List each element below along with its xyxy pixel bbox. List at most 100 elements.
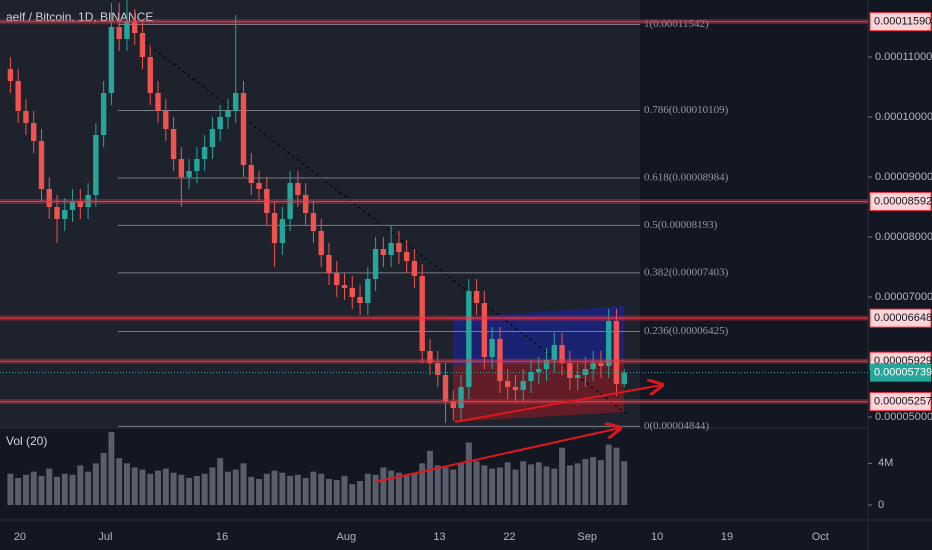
volume-bar bbox=[349, 484, 356, 505]
volume-bar bbox=[473, 461, 480, 505]
last-price-label: 0.00005739 bbox=[874, 367, 932, 379]
volume-bar bbox=[419, 463, 426, 505]
volume-bar bbox=[605, 444, 612, 505]
candle-body bbox=[326, 255, 332, 273]
candle-body bbox=[349, 288, 355, 297]
candle-body bbox=[147, 57, 153, 93]
candle-body bbox=[590, 363, 596, 369]
volume-bar bbox=[77, 465, 84, 505]
y-tick-label: 0.00008000 bbox=[875, 231, 932, 243]
volume-bar bbox=[411, 473, 418, 505]
candle-body bbox=[15, 81, 21, 111]
candle-body bbox=[528, 372, 534, 381]
candle-body bbox=[473, 291, 480, 303]
volume-bar bbox=[147, 473, 154, 505]
volume-bar bbox=[333, 480, 340, 505]
volume-bar bbox=[240, 463, 247, 505]
volume-bar bbox=[186, 477, 193, 505]
volume-bar bbox=[465, 442, 472, 505]
candle-body bbox=[582, 369, 589, 375]
volume-tick-label: 0 bbox=[878, 499, 884, 511]
arrow bbox=[374, 428, 620, 483]
candle-body bbox=[46, 189, 52, 207]
candle-body bbox=[31, 123, 37, 141]
volume-bar bbox=[139, 469, 146, 505]
candle-body bbox=[551, 345, 557, 360]
candle-body bbox=[233, 93, 239, 111]
y-tick-label: 0.00009000 bbox=[875, 171, 932, 183]
volume-label: Vol (20) bbox=[6, 434, 47, 448]
blue-zone bbox=[453, 306, 624, 365]
candle-body bbox=[504, 381, 511, 387]
y-tick-label: 0.00010000 bbox=[875, 111, 932, 123]
volume-bar bbox=[388, 470, 395, 505]
x-tick-label: 10 bbox=[651, 531, 663, 543]
candle-body bbox=[279, 219, 286, 243]
fib-label: 0(0.00004844) bbox=[644, 420, 709, 432]
volume-bar bbox=[543, 466, 550, 505]
volume-bar bbox=[597, 460, 604, 505]
candle-body bbox=[7, 69, 14, 81]
volume-bar bbox=[582, 459, 589, 505]
volume-bar bbox=[520, 461, 527, 505]
price-label-box bbox=[869, 392, 932, 412]
candle-body bbox=[77, 201, 84, 207]
candle-body bbox=[23, 111, 29, 123]
candle-body bbox=[497, 339, 503, 381]
volume-bar bbox=[85, 471, 92, 505]
candle-body bbox=[458, 387, 464, 408]
volume-bar bbox=[217, 458, 224, 505]
red-zone bbox=[453, 360, 624, 422]
volume-bar bbox=[527, 464, 534, 505]
volume-bar bbox=[287, 475, 294, 505]
volume-bar bbox=[310, 471, 317, 505]
candle-body bbox=[139, 33, 146, 57]
candle-body bbox=[388, 243, 394, 255]
candle-body bbox=[411, 261, 418, 276]
candle-body bbox=[38, 141, 45, 189]
candle-body bbox=[248, 165, 254, 183]
volume-bar bbox=[209, 467, 216, 505]
x-tick-label: Jul bbox=[98, 531, 112, 543]
volume-bar bbox=[426, 450, 433, 505]
volume-bar bbox=[46, 468, 53, 505]
candle-body bbox=[108, 27, 115, 93]
candle-body bbox=[365, 279, 371, 303]
volume-bar bbox=[302, 477, 309, 505]
candle-body bbox=[310, 213, 317, 231]
volume-bar bbox=[566, 465, 573, 505]
volume-bar bbox=[403, 474, 410, 505]
candle-body bbox=[295, 183, 301, 195]
volume-bar bbox=[325, 478, 332, 505]
volume-bar bbox=[434, 465, 441, 505]
volume-bar bbox=[271, 470, 278, 505]
volume-bar bbox=[178, 474, 185, 505]
volume-bar bbox=[108, 432, 115, 505]
candle-body bbox=[69, 201, 76, 210]
volume-bar bbox=[364, 473, 371, 505]
candle-body bbox=[621, 372, 627, 384]
volume-bar bbox=[263, 473, 270, 505]
volume-bar bbox=[318, 473, 325, 505]
candle-body bbox=[271, 213, 278, 243]
x-tick-label: 13 bbox=[433, 531, 445, 543]
volume-bar bbox=[232, 469, 239, 505]
candle-body bbox=[427, 351, 433, 363]
candle-body bbox=[450, 402, 456, 408]
price-label-box bbox=[869, 12, 932, 32]
volume-bar bbox=[450, 469, 457, 505]
volume-bar bbox=[481, 465, 488, 505]
candle-body bbox=[217, 117, 223, 129]
candle-body bbox=[209, 129, 216, 147]
volume-bar bbox=[559, 447, 566, 505]
candle-body bbox=[559, 345, 565, 363]
price-label: 0.00006648 bbox=[874, 312, 932, 324]
volume-bar bbox=[38, 475, 45, 505]
volume-bar bbox=[116, 458, 123, 505]
candle-body bbox=[380, 249, 387, 255]
candle-body bbox=[334, 273, 340, 285]
x-tick-label: Aug bbox=[336, 531, 356, 543]
volume-bar bbox=[442, 467, 449, 505]
volume-bar bbox=[372, 474, 379, 505]
price-label: 0.00011590 bbox=[874, 16, 931, 28]
